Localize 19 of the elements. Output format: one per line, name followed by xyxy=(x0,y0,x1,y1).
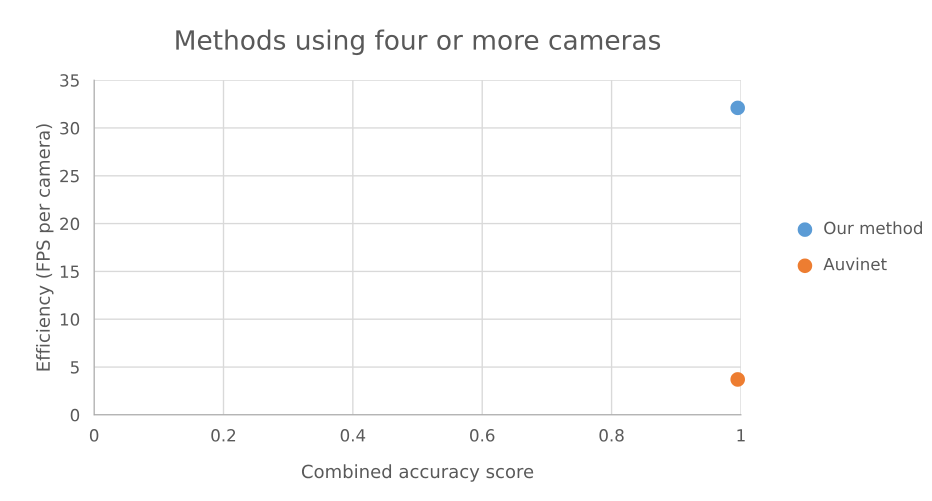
x-tick-label: 0 xyxy=(90,429,98,442)
y-axis-title: Efficiency (FPS per camera) xyxy=(36,124,54,370)
x-tick-label: 0.4 xyxy=(340,429,366,442)
legend-label: Our method xyxy=(824,221,922,234)
x-tick-label: 0.6 xyxy=(470,429,494,442)
x-axis-title: Combined accuracy score xyxy=(302,464,534,482)
legend-label: Auvinet xyxy=(823,257,887,270)
y-tick-label: 10 xyxy=(60,313,80,326)
x-tick-label: 1 xyxy=(737,429,745,442)
y-tick-label: 25 xyxy=(60,170,79,182)
y-tick-label: 30 xyxy=(60,122,80,135)
x-tick-label: 0.2 xyxy=(211,429,236,442)
y-tick-label: 0 xyxy=(70,408,80,422)
y-tick-label: 5 xyxy=(70,361,79,374)
y-tick-label: 15 xyxy=(60,266,79,278)
chart-title: Methods using four or more cameras xyxy=(176,30,660,56)
x-tick-label: 0.8 xyxy=(599,429,624,442)
y-tick-label: 20 xyxy=(60,218,80,230)
y-tick-label: 35 xyxy=(60,74,79,87)
